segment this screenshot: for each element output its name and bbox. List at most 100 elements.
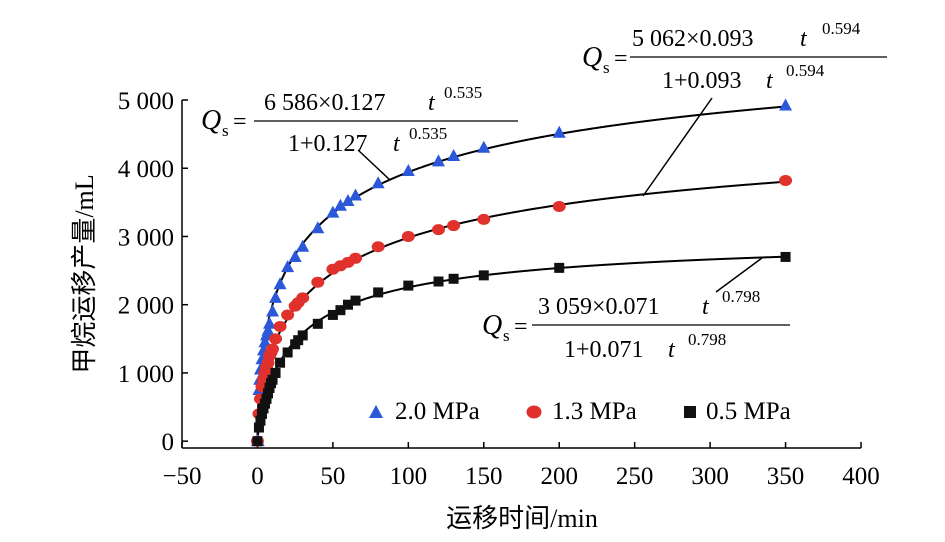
data-point-triangle [447, 148, 461, 161]
equation-q-symbol: Q [201, 105, 221, 136]
x-tick-label: 400 [842, 463, 880, 490]
data-point-triangle [341, 193, 355, 206]
data-point-square [373, 287, 384, 298]
data-point-square [780, 251, 791, 262]
equation-numerator: 6 586×0.127 [264, 90, 386, 116]
data-point-circle [401, 230, 415, 242]
data-points [250, 98, 793, 447]
legend-marker-triangle [369, 405, 383, 418]
y-axis-title: 甲烷运移产量/mL [70, 174, 99, 373]
legend-marker-circle [526, 405, 542, 419]
equation-denominator: 1+0.071 [564, 337, 644, 363]
legend: 2.0 MPa 1.3 MPa 0.5 MPa [369, 398, 791, 425]
equation-t-denominator: t [393, 131, 401, 157]
data-point-square [252, 436, 263, 447]
data-point-triangle [371, 176, 385, 189]
data-point-circle [477, 213, 491, 225]
data-point-circle [447, 220, 461, 232]
equation-t-denominator: t [668, 337, 676, 363]
axes [181, 100, 861, 449]
legend-marker-square [684, 406, 696, 418]
legend-label: 1.3 MPa [552, 398, 637, 425]
leader-lines [357, 97, 763, 293]
equation-2-0mpa: Q s = 6 586×0.127 t 0.535 1+0.127 t 0.53… [201, 83, 518, 157]
x-tick-label: 300 [691, 463, 729, 490]
equation-equals: = [514, 314, 528, 340]
x-tick-label: 50 [320, 463, 345, 490]
y-tick-label: 4 000 [118, 156, 174, 183]
data-point-square [554, 262, 565, 273]
equation-numerator: 3 059×0.071 [538, 294, 660, 320]
data-point-triangle [349, 188, 363, 201]
equation-exponent-denominator: 0.535 [409, 124, 447, 143]
data-point-circle [371, 241, 385, 253]
data-point-circle [349, 252, 363, 264]
equation-denominator: 1+0.127 [288, 131, 368, 157]
equation-exponent: 0.798 [722, 287, 760, 306]
leader-line-2-0mpa [357, 149, 391, 181]
x-tick-label: 100 [390, 463, 428, 490]
data-point-triangle [266, 304, 280, 317]
x-ticks: −50 0 50 100 150 200 250 300 350 400 [162, 442, 880, 490]
data-point-triangle [261, 323, 275, 336]
data-point-triangle [288, 249, 302, 262]
leader-line-1-3mpa [642, 97, 713, 197]
data-point-square [478, 270, 489, 281]
data-point-triangle [552, 125, 566, 138]
data-point-square [327, 309, 338, 320]
x-axis-title: 运移时间/min [446, 504, 598, 533]
data-point-triangle [779, 98, 793, 111]
data-point-square [342, 299, 353, 310]
data-point-triangle [269, 290, 283, 303]
equation-0-5mpa: Q s = 3 059×0.071 t 0.798 1+0.071 t 0.79… [482, 287, 790, 363]
leader-line-0-5mpa [715, 257, 763, 293]
equation-q-symbol: Q [482, 310, 502, 341]
equation-denominator: 1+0.093 [662, 68, 742, 94]
data-point-triangle [401, 163, 415, 176]
data-point-triangle [311, 221, 325, 234]
data-point-square [297, 330, 308, 341]
y-ticks: 0 1 000 2 000 3 000 4 000 5 000 [118, 88, 188, 456]
data-point-square [267, 374, 278, 385]
y-tick-label: 3 000 [118, 224, 174, 251]
legend-label: 0.5 MPa [706, 398, 791, 425]
data-point-square [253, 422, 264, 433]
data-point-circle [779, 175, 793, 187]
equation-numerator: 5 062×0.093 [632, 26, 754, 52]
data-point-triangle [432, 154, 446, 167]
data-point-triangle [477, 140, 491, 153]
data-point-triangle [273, 277, 287, 290]
data-point-triangle [326, 205, 340, 218]
equation-equals: = [614, 46, 628, 72]
equation-q-subscript: s [603, 58, 610, 77]
data-point-triangle [333, 198, 347, 211]
data-point-triangle [258, 335, 272, 348]
equation-exponent-denominator: 0.798 [688, 330, 726, 349]
data-point-circle [311, 276, 325, 288]
legend-label: 2.0 MPa [395, 398, 480, 425]
equation-t: t [800, 26, 808, 52]
data-point-square [261, 393, 272, 404]
y-tick-label: 2 000 [118, 293, 174, 320]
equation-exponent: 0.594 [822, 19, 861, 38]
x-tick-label: 200 [540, 463, 578, 490]
equation-t: t [428, 90, 436, 116]
x-tick-label: 250 [616, 463, 654, 490]
data-point-square [350, 295, 361, 306]
data-point-circle [296, 292, 310, 304]
data-point-circle [266, 343, 280, 355]
data-point-circle [552, 200, 566, 212]
x-tick-label: 350 [767, 463, 805, 490]
y-tick-label: 1 000 [118, 361, 174, 388]
data-point-circle [269, 333, 283, 345]
data-point-square [403, 280, 414, 291]
equation-t-denominator: t [766, 68, 774, 94]
equation-equals: = [233, 109, 247, 135]
data-point-circle [432, 224, 446, 236]
equation-q-symbol: Q [582, 42, 602, 73]
data-point-square [263, 388, 274, 399]
data-point-square [448, 273, 459, 284]
equation-exponent-denominator: 0.594 [786, 61, 825, 80]
x-tick-label: 0 [251, 463, 264, 490]
